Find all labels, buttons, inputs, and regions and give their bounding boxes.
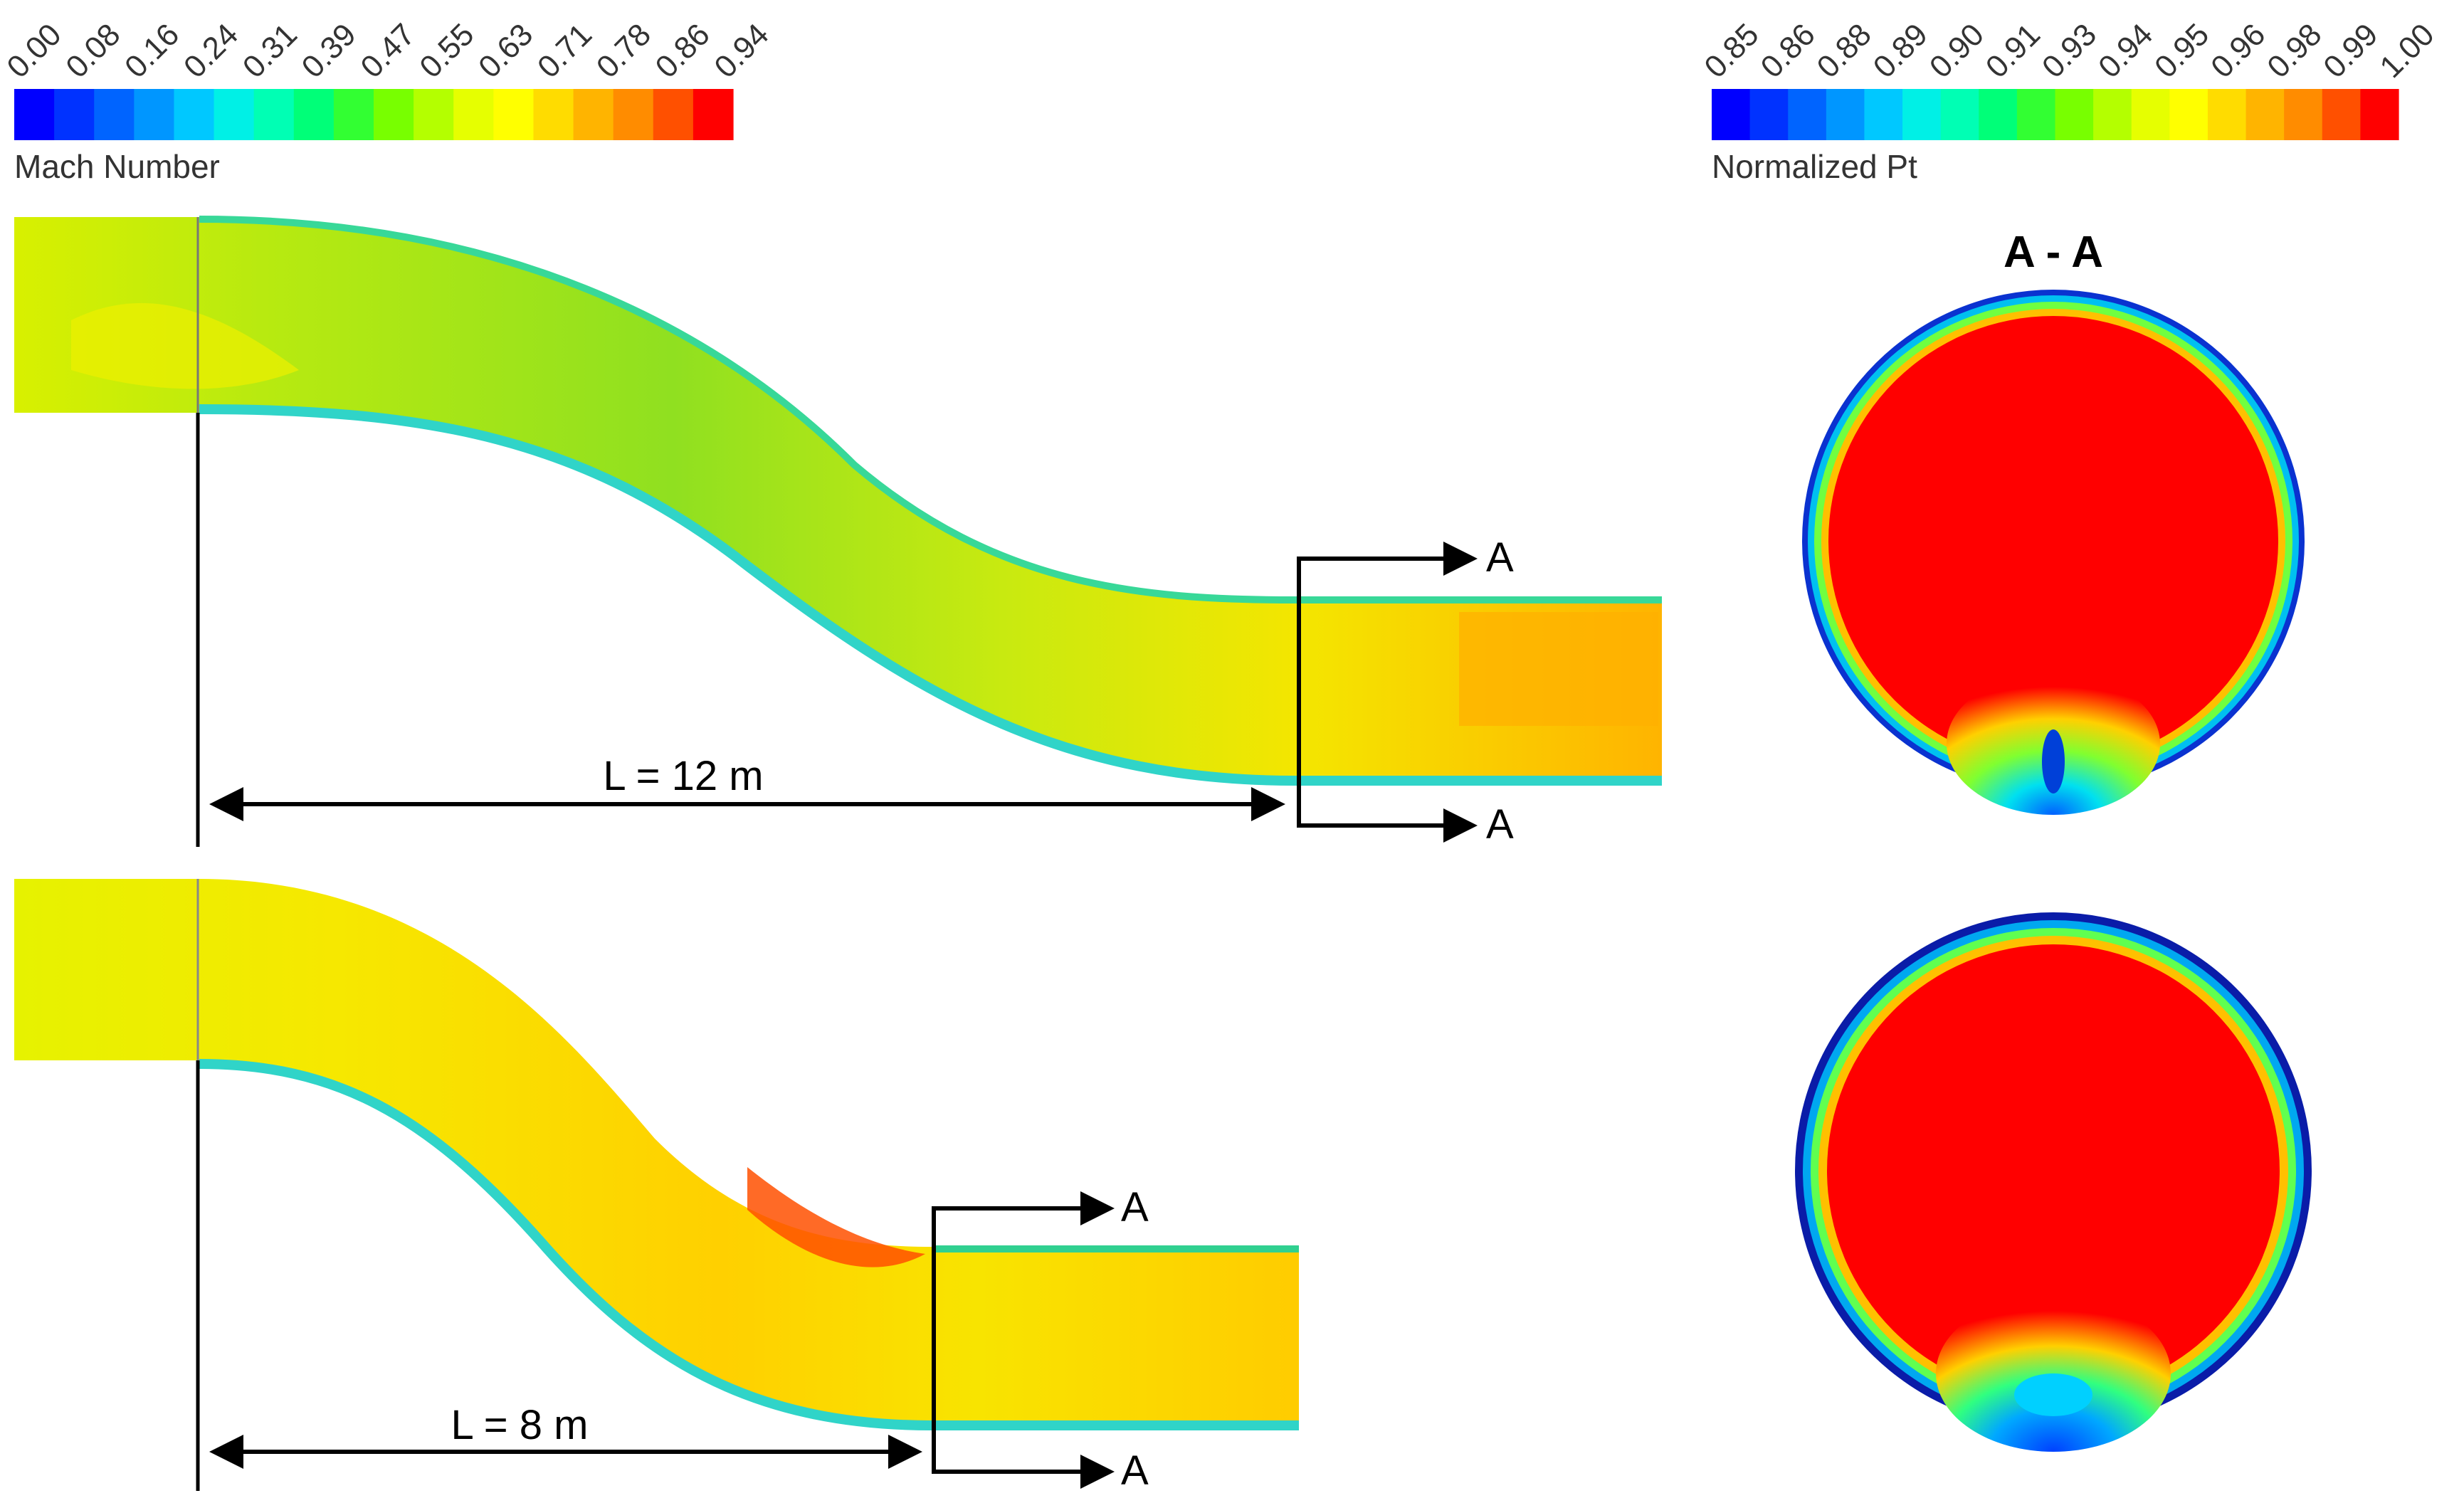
mach-tick-label: 0.63: [472, 17, 539, 85]
mach-tick-label: 0.39: [295, 17, 363, 85]
mach-colorbar-swatch: [374, 89, 414, 140]
duct-short-length-label: L = 8 m: [451, 1402, 589, 1448]
section-aa-short-core: [1827, 944, 2280, 1397]
duct-short-annotations: L = 8 m A A: [196, 1060, 1149, 1494]
duct-short-hot-spot: [747, 1167, 925, 1267]
mach-colorbar-swatch: [14, 89, 55, 140]
mach-tick-labels: 0.000.080.160.240.310.390.470.550.630.71…: [0, 17, 775, 85]
pt-colorbar-swatch: [1712, 89, 1751, 140]
pt-colorbar-swatch: [1749, 89, 1789, 140]
pt-tick-label: 0.96: [2204, 17, 2272, 85]
pt-colorbar-swatch: [1826, 89, 1865, 140]
pt-colorbar-swatch: [1788, 89, 1827, 140]
mach-colorbar-swatch: [214, 89, 255, 140]
duct-long-length-label: L = 12 m: [603, 753, 763, 799]
pt-colorbar-swatch: [1902, 89, 1942, 140]
mach-colorbar-swatch: [613, 89, 654, 140]
pt-colorbar-swatch: [2284, 89, 2323, 140]
mach-colorbar-swatch: [493, 89, 535, 140]
mach-tick-label: 0.55: [413, 17, 480, 85]
mach-legend: 0.000.080.160.240.310.390.470.550.630.71…: [0, 17, 775, 185]
pt-tick-label: 0.99: [2317, 17, 2384, 85]
pt-tick-label: 0.91: [1979, 17, 2047, 85]
pt-colorbar-swatch: [1940, 89, 1979, 140]
duct-short-wall-bottom: [199, 1059, 1299, 1430]
section-title: A - A: [2004, 228, 2103, 277]
mach-colorbar-swatch: [414, 89, 454, 140]
section-aa-long-wake-core: [2042, 729, 2065, 793]
pt-colorbar-swatch: [2169, 89, 2208, 140]
section-aa-long: A - A: [1802, 228, 2305, 815]
duct-long-wall-bottom: [199, 404, 1662, 786]
mach-colorbar-swatch: [293, 89, 335, 140]
mach-colorbar-swatch: [653, 89, 694, 140]
pt-colorbar-swatch: [2016, 89, 2056, 140]
section-aa-short: [1795, 912, 2312, 1452]
section-aa-long-core: [1828, 316, 2278, 766]
mach-colorbar-swatch: [94, 89, 135, 140]
pt-tick-label: 0.90: [1923, 17, 1991, 85]
duct-long-body: [14, 217, 1662, 784]
pt-colorbar-swatch: [1979, 89, 2018, 140]
duct-long-annotations: L = 12 m A A: [196, 413, 1514, 848]
pt-tick-label: 0.93: [2036, 17, 2103, 85]
pt-tick-label: 0.85: [1697, 17, 1765, 85]
mach-tick-label: 0.71: [531, 17, 599, 85]
pt-colorbar: [1712, 89, 2399, 140]
mach-tick-label: 0.16: [118, 17, 186, 85]
pt-tick-labels: 0.850.860.880.890.900.910.930.940.950.96…: [1697, 17, 2441, 85]
duct-long-section-mark-top: A: [1486, 534, 1514, 581]
mach-tick-label: 0.47: [354, 17, 421, 85]
pt-tick-label: 0.95: [2148, 17, 2216, 85]
duct-short-section-mark-bottom: A: [1121, 1447, 1149, 1494]
duct-short-section-mark-top: A: [1121, 1184, 1149, 1230]
mach-colorbar-swatch: [174, 89, 215, 140]
pt-colorbar-swatch: [2055, 89, 2094, 140]
pt-colorbar-swatch: [2207, 89, 2247, 140]
pt-tick-label: 0.94: [2092, 17, 2159, 85]
duct-long-high-mach-core: [1459, 612, 1658, 726]
duct-long-wall-top: [199, 216, 1662, 603]
pt-tick-label: 0.88: [1811, 17, 1878, 85]
mach-colorbar-swatch: [134, 89, 175, 140]
mach-colorbar-swatch: [333, 89, 374, 140]
duct-long-contour: [14, 216, 1662, 786]
mach-colorbar-swatch: [54, 89, 95, 140]
duct-short-body: [14, 879, 1299, 1429]
pt-tick-label: 0.89: [1867, 17, 1934, 85]
pt-tick-label: 0.86: [1754, 17, 1822, 85]
mach-tick-label: 0.31: [236, 17, 304, 85]
mach-legend-title: Mach Number: [14, 148, 220, 185]
pt-tick-label: 0.98: [2260, 17, 2328, 85]
mach-tick-label: 0.08: [59, 17, 127, 85]
pt-tick-label: 1.00: [2373, 17, 2441, 85]
pt-colorbar-swatch: [2131, 89, 2170, 140]
mach-colorbar-swatch: [253, 89, 295, 140]
mach-tick-label: 0.78: [590, 17, 658, 85]
section-aa-short-wake-core: [2014, 1373, 2092, 1416]
mach-colorbar-swatch: [533, 89, 574, 140]
pt-legend-title: Normalized Pt: [1712, 148, 1917, 185]
mach-tick-label: 0.24: [177, 17, 245, 85]
duct-long-inlet-core: [71, 302, 299, 389]
pt-colorbar-swatch: [2093, 89, 2132, 140]
mach-colorbar-swatch: [453, 89, 494, 140]
pt-colorbar-swatch: [1864, 89, 1903, 140]
mach-colorbar: [14, 89, 734, 140]
mach-tick-label: 0.86: [649, 17, 717, 85]
pt-colorbar-swatch: [2360, 89, 2399, 140]
duct-short-contour: [14, 879, 1299, 1430]
mach-colorbar-swatch: [693, 89, 734, 140]
pt-colorbar-swatch: [2322, 89, 2361, 140]
mach-tick-label: 0.94: [707, 17, 775, 85]
mach-tick-label: 0.00: [0, 17, 68, 85]
pt-legend: 0.850.860.880.890.900.910.930.940.950.96…: [1697, 17, 2441, 185]
duct-long-section-mark-bottom: A: [1486, 801, 1514, 848]
pt-colorbar-swatch: [2245, 89, 2285, 140]
mach-colorbar-swatch: [573, 89, 614, 140]
